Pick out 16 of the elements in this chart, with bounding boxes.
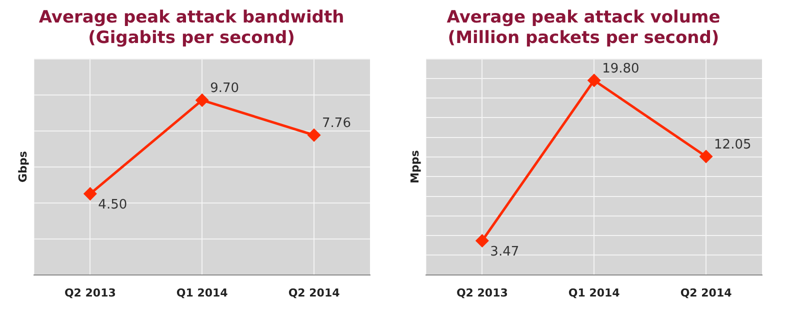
chart-title: Average peak attack volume (Million packets per second) bbox=[446, 8, 720, 48]
x-tick-label: Q1 2014 bbox=[176, 286, 228, 300]
data-label: 7.76 bbox=[322, 116, 351, 131]
data-label: 9.70 bbox=[210, 81, 240, 96]
x-tick-label: Q2 2013 bbox=[456, 286, 508, 300]
x-tick-label: Q2 2014 bbox=[288, 286, 340, 300]
data-label: 4.50 bbox=[98, 198, 128, 213]
x-tick-label: Q1 2014 bbox=[568, 286, 620, 300]
x-tick-label: Q2 2014 bbox=[680, 286, 732, 300]
y-axis-title: Mpps bbox=[408, 150, 422, 184]
data-label: 19.80 bbox=[602, 61, 640, 76]
data-label: 3.47 bbox=[490, 244, 520, 260]
x-tick-label: Q2 2013 bbox=[64, 286, 116, 300]
chart-title: Average peak attack bandwidth (Gigabits per second) bbox=[38, 8, 344, 48]
data-label: 12.05 bbox=[714, 137, 752, 152]
y-axis-title: Gbps bbox=[16, 150, 30, 182]
